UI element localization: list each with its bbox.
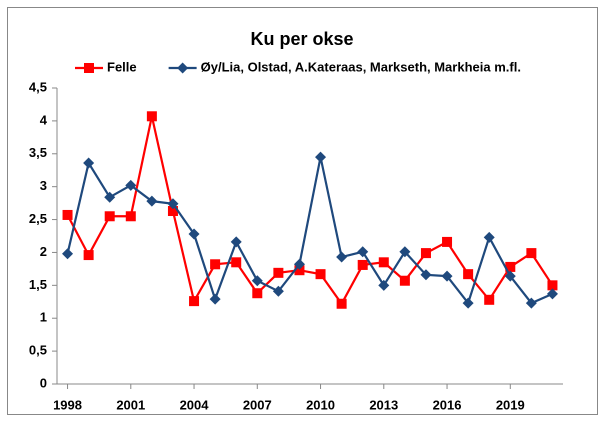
data-point xyxy=(167,206,178,217)
data-point xyxy=(273,267,284,278)
y-tick-label: 4,5 xyxy=(29,79,47,94)
x-tick-label: 2019 xyxy=(496,397,525,412)
data-point xyxy=(420,269,432,281)
data-point xyxy=(252,288,263,299)
data-point xyxy=(378,279,390,291)
data-point xyxy=(62,209,73,220)
data-point xyxy=(357,246,369,258)
series-line xyxy=(66,156,553,306)
data-point xyxy=(505,261,516,272)
y-tick-label: 3 xyxy=(40,178,47,193)
x-tick-label: 2004 xyxy=(180,397,210,412)
data-point xyxy=(188,228,200,240)
data-point xyxy=(251,275,263,287)
data-point xyxy=(441,270,453,282)
data-point xyxy=(294,265,305,276)
x-tick-label: 2016 xyxy=(433,397,462,412)
data-point xyxy=(209,293,221,305)
data-point xyxy=(146,195,158,207)
data-point xyxy=(315,269,326,280)
legend-marker xyxy=(84,63,94,73)
data-point xyxy=(293,258,305,270)
data-point xyxy=(83,157,95,169)
legend-marker xyxy=(177,62,189,74)
data-point xyxy=(442,236,453,247)
data-point xyxy=(210,259,221,270)
data-point xyxy=(420,248,431,259)
chart-title: Ku per okse xyxy=(250,29,353,49)
y-tick-label: 0,5 xyxy=(29,343,47,358)
data-point xyxy=(146,111,157,122)
legend-label: Felle xyxy=(107,59,137,74)
data-point xyxy=(463,269,474,280)
data-point xyxy=(315,151,327,163)
x-tick-label: 2007 xyxy=(243,397,272,412)
legend-label: Øy/Lia, Olstad, A.Kateraas, Markseth, Ma… xyxy=(201,59,521,74)
data-point xyxy=(357,259,368,270)
y-tick-label: 2,5 xyxy=(29,211,47,226)
data-point xyxy=(547,280,558,291)
y-tick-label: 1,5 xyxy=(29,277,47,292)
data-point xyxy=(167,198,179,210)
data-point xyxy=(125,211,136,222)
data-point xyxy=(272,285,284,297)
data-point xyxy=(336,251,348,263)
data-point xyxy=(62,248,74,260)
data-point xyxy=(504,270,516,282)
data-point xyxy=(231,257,242,268)
chart-border xyxy=(7,7,598,415)
y-tick-label: 1 xyxy=(40,310,47,325)
x-tick-label: 1998 xyxy=(53,397,82,412)
y-tick-label: 3,5 xyxy=(29,145,47,160)
y-tick-label: 0 xyxy=(40,375,47,390)
data-point xyxy=(104,211,115,222)
data-point xyxy=(104,191,116,203)
data-point xyxy=(83,250,94,261)
data-point xyxy=(378,257,389,268)
y-tick-label: 4 xyxy=(40,112,48,127)
data-point xyxy=(399,275,410,286)
data-point xyxy=(336,298,347,309)
data-point xyxy=(125,179,137,191)
data-point xyxy=(462,297,474,309)
x-tick-label: 2001 xyxy=(116,397,145,412)
data-point xyxy=(525,297,537,309)
data-point xyxy=(526,248,537,259)
y-tick-label: 2 xyxy=(40,244,47,259)
x-tick-label: 2010 xyxy=(306,397,335,412)
data-point xyxy=(399,246,411,258)
x-tick-label: 2013 xyxy=(369,397,398,412)
data-point xyxy=(484,294,495,305)
data-point xyxy=(189,296,200,307)
data-point xyxy=(230,236,242,248)
data-point xyxy=(546,288,558,300)
data-point xyxy=(483,231,495,243)
